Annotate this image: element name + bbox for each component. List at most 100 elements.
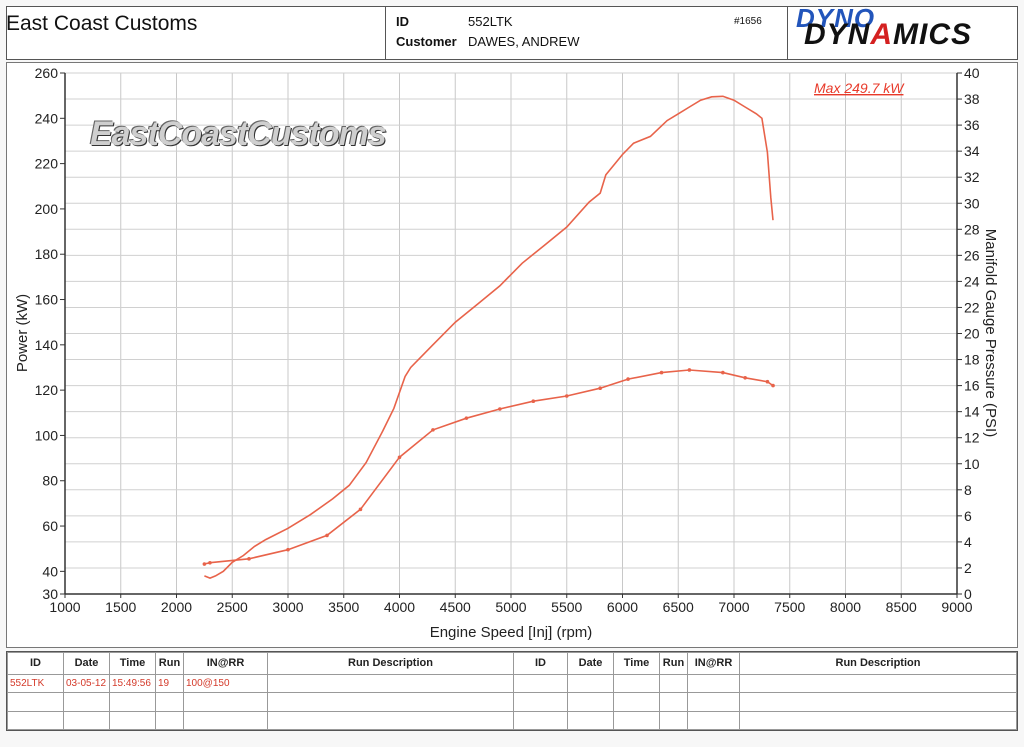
y2-tick-label: 18 [964, 352, 980, 368]
y2-tick-label: 30 [964, 195, 980, 211]
column-header: IN@RR [687, 652, 740, 675]
x-tick-label: 2500 [217, 599, 248, 615]
column-header: IN@RR [183, 652, 268, 675]
column-header: Time [613, 652, 660, 675]
table-cell [63, 692, 110, 712]
dyno-chart: 1000 1500 2000 2500 3000 3500 4000 4500 5000 5500… [14, 65, 999, 641]
y-tick-label: 240 [35, 110, 59, 126]
table-cell [567, 692, 614, 712]
y2-tick-label: 28 [964, 221, 980, 237]
y2-tick-label: 34 [964, 143, 980, 159]
column-header: Date [63, 652, 110, 675]
pressure-point [765, 379, 770, 384]
pressure-series-line [204, 369, 774, 565]
pressure-point [687, 368, 692, 372]
y-tick-label: 260 [35, 65, 59, 81]
x-tick-label: 4000 [384, 599, 415, 615]
pressure-point [498, 407, 502, 411]
y2-tick-label: 2 [964, 560, 972, 576]
y-tick-label: 180 [35, 246, 59, 262]
logo-part-accent: A [870, 18, 894, 51]
table-cell [687, 692, 740, 712]
pressure-point [286, 547, 290, 552]
y2-tick-label: 20 [964, 326, 980, 342]
pressure-point [743, 375, 747, 380]
x-tick-label: 5000 [495, 599, 526, 615]
pressure-point [531, 399, 536, 404]
y-tick-label: 30 [42, 586, 58, 602]
table-cell [613, 692, 660, 712]
table-cell: 03-05-12 [63, 673, 110, 694]
logo-part: MICS [893, 18, 973, 51]
y2-tick-label: 32 [964, 169, 980, 185]
table-cell [267, 673, 514, 694]
table-cell [513, 692, 568, 712]
watermark-logo: EastCoastCustoms [90, 115, 387, 153]
axes: 1000 1500 2000 2500 3000 3500 4000 4500 5000 5500… [35, 65, 980, 615]
table-cell [687, 710, 740, 731]
y2-tick-label: 8 [964, 482, 972, 498]
y-tick-label: 100 [35, 427, 59, 443]
pressure-point [721, 370, 725, 375]
pressure-point [431, 428, 435, 432]
y-tick-label: 60 [42, 518, 58, 534]
customer-value: DAWES, ANDREW [468, 34, 580, 49]
pressure-point [247, 557, 251, 561]
column-header: ID [7, 652, 64, 675]
y2-tick-label: 6 [964, 508, 972, 524]
table-cell [739, 692, 1017, 712]
run-tag: #1656 [734, 16, 762, 27]
y-tick-label: 200 [35, 201, 59, 217]
y-tick-label: 80 [42, 473, 58, 489]
table-cell [513, 673, 568, 694]
table-cell [567, 710, 614, 731]
table-cell [659, 673, 688, 694]
max-power-annotation: Max 249.7 kW [814, 80, 905, 96]
table-cell [567, 673, 614, 694]
dyno-logo-top: DYNO [796, 3, 876, 33]
header-divider [385, 7, 386, 59]
table-cell: 15:49:56 [109, 673, 156, 694]
table-cell: 19 [155, 673, 184, 694]
y-tick-label: 140 [35, 337, 59, 353]
y-axis-label: Power (kW) [14, 294, 31, 372]
x-tick-label: 5500 [551, 599, 582, 615]
y-tick-label: 220 [35, 156, 59, 172]
x-tick-label: 7000 [718, 599, 749, 615]
y2-axis-label: Manifold Gauge Pressure (PSI) [982, 229, 999, 437]
y2-tick-label: 12 [964, 430, 980, 446]
table-cell [613, 673, 660, 694]
y2-tick-label: 24 [964, 273, 980, 289]
y2-tick-label: 26 [964, 247, 980, 263]
table-row [7, 692, 1017, 712]
report-header [6, 6, 1018, 60]
table-cell [7, 710, 64, 731]
table-cell [267, 710, 514, 731]
column-header: Time [109, 652, 156, 675]
column-header: Run [659, 652, 688, 675]
pressure-point [397, 455, 402, 460]
y2-tick-label: 0 [964, 586, 972, 602]
x-tick-label: 1500 [105, 599, 136, 615]
run-table: ID Date Time Run IN@RR Run Description ID Date T… [6, 651, 1018, 731]
y2-tick-label: 36 [964, 117, 980, 133]
customer-label: Customer [396, 34, 457, 49]
y-tick-label: 40 [42, 563, 58, 579]
header-divider [787, 7, 788, 59]
power-series-line [204, 95, 774, 579]
table-cell: 552LTK [7, 673, 64, 694]
pressure-point [202, 562, 207, 566]
pressure-point [626, 377, 630, 381]
table-cell [109, 710, 156, 731]
y2-tick-label: 38 [964, 91, 980, 107]
table-cell [613, 710, 660, 731]
x-tick-label: 2000 [161, 599, 192, 615]
table-cell: 100@150 [183, 673, 268, 694]
y2-tick-label: 14 [964, 404, 980, 420]
column-header: Run Description [739, 652, 1017, 675]
column-header: ID [513, 652, 568, 675]
table-cell [155, 710, 184, 731]
table-cell [659, 710, 688, 731]
table-row [7, 710, 1017, 731]
x-tick-label: 6500 [663, 599, 694, 615]
